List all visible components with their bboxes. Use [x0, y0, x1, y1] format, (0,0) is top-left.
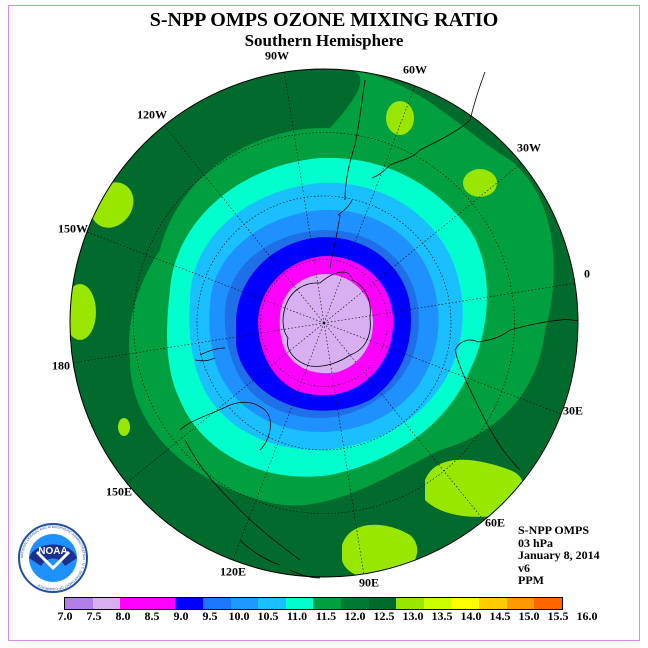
coastline-new-zealand	[194, 347, 226, 362]
longitude-label-150w: 150W	[58, 221, 88, 236]
coastline-australia	[179, 401, 301, 561]
colorbar-tick-label: 9.5	[202, 609, 218, 623]
yellow-green-patch-1	[386, 101, 414, 135]
longitude-label-120e: 120E	[219, 564, 247, 579]
noaa-logo-icon: NOAA NATIONAL OCEANIC AND ATMOSPHERIC AD…	[18, 523, 88, 593]
colorbar-swatch	[147, 598, 176, 609]
map-subtitle: Southern Hemisphere	[244, 31, 404, 50]
latitude-circle-1	[260, 259, 388, 387]
colorbar-tick-label: 14.5	[489, 609, 511, 623]
coastline-south-america	[344, 71, 486, 201]
longitude-label-90w: 90W	[265, 48, 289, 63]
info-instrument: S-NPP OMPS	[518, 523, 589, 537]
coastline-antarctica	[282, 271, 371, 367]
ozone-contours	[70, 69, 578, 577]
colorbar-tick-label: 15.0	[518, 609, 540, 623]
colorbar-swatch	[65, 598, 93, 609]
longitude-label-180: 180	[52, 358, 70, 373]
coastlines	[179, 71, 579, 579]
colorbar-swatch	[506, 598, 535, 609]
globe-outline	[69, 68, 579, 578]
coastline-antarctic-peninsula	[329, 199, 353, 269]
info-block: S-NPP OMPS 03 hPa January 8, 2014 v6 PPM	[518, 524, 600, 587]
colorbar-tick-label: 13.0	[402, 609, 424, 623]
latitude-circle-3	[133, 132, 515, 514]
colorbar-tick-label: 13.5	[431, 609, 453, 623]
info-version: v6	[518, 560, 530, 575]
colorbar-swatch	[285, 598, 314, 609]
longitude-label-0: 0	[584, 266, 590, 281]
colorbar-swatch	[92, 598, 121, 609]
lavender-core	[279, 274, 374, 374]
yellow-green-patch-5	[118, 418, 130, 436]
meridian-line-9	[126, 322, 325, 484]
info-level: 03 hPa	[518, 535, 554, 550]
colorbar-swatch	[202, 598, 231, 609]
meridian-line-1	[283, 72, 325, 324]
colorbar-swatch	[423, 598, 452, 609]
colorbar-tick-label: 9.0	[173, 609, 189, 623]
longitude-label-120w: 120W	[137, 107, 167, 122]
colorbar-swatch	[396, 598, 424, 609]
colorbar-tick-label: 11.5	[315, 609, 337, 623]
colorbar-swatch	[368, 598, 397, 609]
longitude-label-60w: 60W	[403, 62, 427, 77]
colorbar-tick-label: 16.0	[576, 609, 598, 623]
longitude-label-90e: 90E	[358, 575, 380, 590]
colorbar-tick-label: 7.0	[57, 609, 73, 623]
longitude-label-30w: 30W	[517, 140, 541, 155]
colorbar-tick-label: 10.5	[257, 609, 279, 623]
meridian-line-8	[232, 322, 325, 561]
latitude-circle-2	[196, 195, 452, 451]
map-title: S-NPP OMPS OZONE MIXING RATIO	[149, 9, 499, 31]
figure-border	[8, 5, 640, 641]
meridian-line-3	[323, 162, 522, 324]
meridian-line-11	[86, 231, 325, 324]
longitude-label-60e: 60E	[484, 515, 506, 530]
coastline-africa	[454, 319, 579, 471]
meridian-line-2	[323, 85, 416, 324]
colorbar-swatch	[534, 598, 562, 609]
longitude-label-150e: 150E	[105, 484, 133, 499]
colorbar-swatch	[175, 598, 203, 609]
meridian-line-6	[323, 322, 485, 521]
colorbar-swatch	[230, 598, 259, 609]
colorbar-tick-label: 15.5	[547, 609, 569, 623]
colorbar-swatch	[258, 598, 286, 609]
colorbar-tick-label: 10.0	[228, 609, 250, 623]
colorbar-tick-label: 12.0	[344, 609, 366, 623]
logo-text: NOAA	[38, 546, 67, 557]
meridian-line-12	[163, 125, 325, 324]
longitude-label-30e: 30E	[562, 403, 584, 418]
colorbar-swatch	[451, 598, 479, 609]
colorbar-swatch	[478, 598, 507, 609]
colorbar	[64, 597, 563, 610]
colorbar-swatch	[120, 598, 148, 609]
yellow-green-patch-6	[425, 459, 524, 517]
colorbar-tick-label: 7.5	[86, 609, 102, 623]
colorbar-tick-label: 12.5	[373, 609, 395, 623]
yellow-green-patch-4	[70, 284, 96, 340]
colorbar-tick-label: 8.0	[115, 609, 131, 623]
meridian-line-4	[323, 282, 575, 324]
meridian-line-5	[323, 322, 562, 415]
info-units: PPM	[518, 573, 544, 587]
colorbar-swatch	[313, 598, 341, 609]
meridian-line-7	[323, 322, 365, 574]
yellow-green-patch-2	[463, 169, 497, 197]
colorbar-tick-label: 14.0	[460, 609, 482, 623]
colorbar-tick-label: 8.5	[144, 609, 160, 623]
graticule	[73, 72, 575, 574]
colorbar-swatch	[340, 598, 369, 609]
info-date: January 8, 2014	[518, 548, 600, 562]
meridian-line-10	[73, 322, 325, 364]
colorbar-tick-label: 11.0	[286, 609, 308, 623]
